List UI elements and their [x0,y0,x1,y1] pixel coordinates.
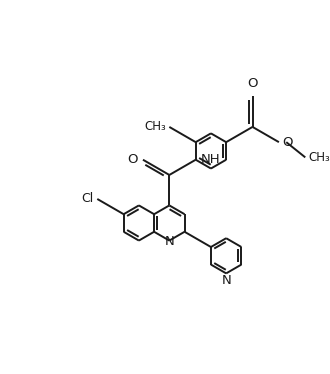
Text: Cl: Cl [81,193,94,205]
Text: NH: NH [200,153,220,166]
Text: CH₃: CH₃ [145,120,167,134]
Text: O: O [127,153,137,166]
Text: CH₃: CH₃ [308,151,330,164]
Text: O: O [282,136,293,148]
Text: N: N [221,274,231,287]
Text: N: N [164,235,174,248]
Text: O: O [247,77,258,90]
